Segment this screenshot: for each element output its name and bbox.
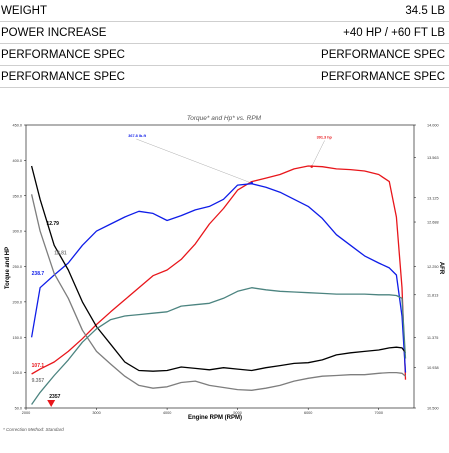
spec-row-performance-1: PERFORMANCE SPEC PERFORMANCE SPEC — [0, 44, 449, 66]
x-tick-label: 4000 — [163, 411, 171, 415]
dyno-chart: Torque* and Hp* vs. RPM Engine RPM (RPM)… — [0, 108, 449, 448]
spec-value: +40 HP / +60 FT LB — [343, 26, 445, 39]
y-tick-label: 300.0 — [12, 230, 22, 234]
y-tick-label: 350.0 — [12, 194, 22, 198]
dyno-chart-svg: Torque* and Hp* vs. RPM Engine RPM (RPM)… — [3, 115, 444, 432]
y-tick-label: 100.0 — [12, 371, 22, 375]
spec-row-power-increase: POWER INCREASE +40 HP / +60 FT LB — [0, 22, 449, 44]
annotation-leader — [311, 140, 325, 167]
spec-value: PERFORMANCE SPEC — [321, 48, 445, 61]
chart-footnote: * Correction Method: Standard — [3, 427, 64, 432]
series-line-1 — [30, 183, 407, 373]
series-line-2 — [30, 165, 407, 372]
annotation-point — [310, 165, 314, 168]
series-value-label: 9.357 — [32, 378, 45, 384]
series-value-label: 238.7 — [32, 271, 45, 277]
annotation-label: 367.8 lb-ft — [128, 134, 146, 138]
y2-tick-label: 13.563 — [427, 156, 439, 160]
series-value-label: 12.81 — [54, 250, 67, 256]
chart-title: Torque* and Hp* vs. RPM — [187, 115, 262, 122]
y2-tick-label: 12.688 — [427, 221, 439, 225]
y-axis-label: Torque and HP — [5, 247, 11, 289]
x-tick-label: 6000 — [304, 411, 312, 415]
y-tick-label: 50.0 — [15, 407, 22, 411]
y2-tick-label: 10.938 — [427, 366, 439, 370]
y-tick-label: 400.0 — [12, 159, 22, 163]
y2-axis-label: AFR — [438, 262, 444, 275]
y-tick-label: 200.0 — [12, 300, 22, 304]
rpm-marker-icon — [47, 400, 56, 407]
y-tick-label: 450.0 — [12, 124, 22, 128]
spec-value: 34.5 LB — [405, 4, 445, 17]
spec-label: WEIGHT — [1, 4, 47, 17]
series-line-4 — [31, 287, 407, 405]
spec-label: PERFORMANCE SPEC — [1, 48, 125, 61]
spec-row-weight: WEIGHT 34.5 LB — [0, 0, 449, 22]
y2-tick-label: 10.500 — [427, 407, 439, 411]
x-tick-label: 7000 — [375, 411, 383, 415]
x-tick-label: 5000 — [233, 411, 241, 415]
y2-tick-label: 14.000 — [427, 124, 439, 128]
series-line-0 — [31, 165, 407, 380]
plot-frame — [25, 124, 415, 409]
spec-label: PERFORMANCE SPEC — [1, 70, 125, 83]
annotation-leader — [136, 138, 252, 184]
y2-tick-label: 12.250 — [427, 265, 439, 269]
annotation-point — [250, 181, 254, 185]
spec-table: WEIGHT 34.5 LB POWER INCREASE +40 HP / +… — [0, 0, 449, 88]
y2-tick-label: 13.125 — [427, 196, 439, 200]
series-value-label: 12.79 — [46, 221, 59, 227]
spec-row-performance-2: PERFORMANCE SPEC PERFORMANCE SPEC — [0, 66, 449, 88]
spec-label: POWER INCREASE — [1, 26, 107, 39]
y-tick-label: 250.0 — [12, 265, 22, 269]
y2-tick-label: 11.813 — [427, 293, 438, 297]
spec-value: PERFORMANCE SPEC — [321, 70, 445, 83]
series-value-label: 107.1 — [32, 363, 45, 369]
y-tick-label: 150.0 — [12, 336, 22, 340]
y2-tick-label: 11.375 — [427, 336, 438, 340]
x-tick-label: 3000 — [92, 411, 100, 415]
x-tick-label: 2000 — [22, 411, 30, 415]
annotation-label: 391.3 hp — [317, 135, 333, 139]
x-axis-label: Engine RPM (RPM) — [188, 415, 242, 421]
series-line-3 — [30, 194, 406, 391]
series-value-label: 2357 — [49, 394, 60, 400]
